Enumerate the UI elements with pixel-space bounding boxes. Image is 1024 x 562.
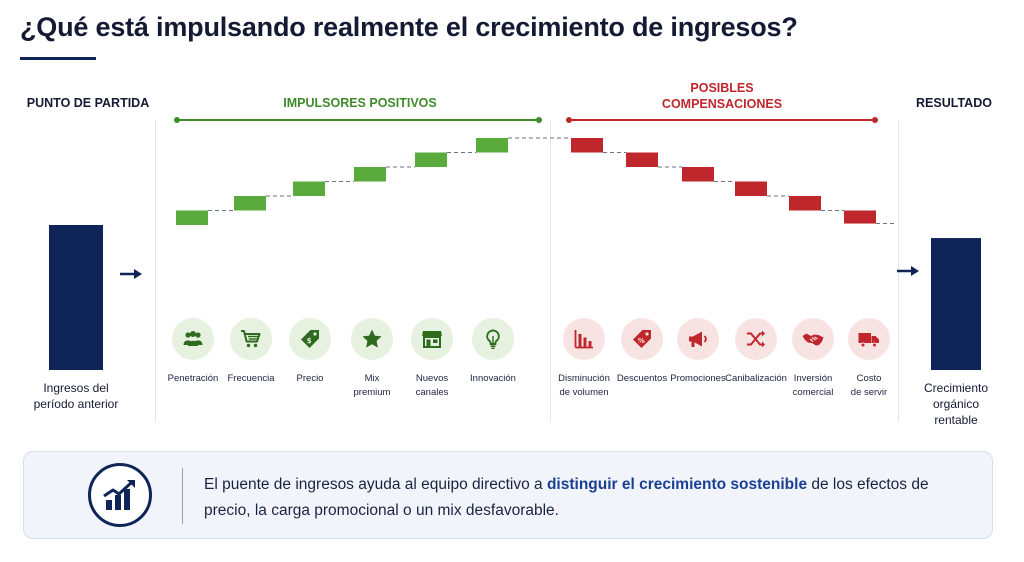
driver-label: Precio <box>296 373 324 384</box>
driver-label: Penetración <box>167 373 219 384</box>
callout-box: El puente de ingresos ayuda al equipo di… <box>23 451 993 539</box>
driver-label: Descuentos <box>616 373 668 384</box>
cart-icon <box>230 318 272 360</box>
lightbulb-icon <box>472 318 514 360</box>
driver-canibalizacion: Canibalización <box>721 318 791 386</box>
negative-step-bar <box>571 138 603 153</box>
positive-step-bar <box>354 167 386 182</box>
positive-step-bar <box>176 210 208 225</box>
start-total-bar <box>49 225 103 370</box>
callout-divider <box>182 468 183 524</box>
store-icon <box>411 318 453 360</box>
growth-chart-icon <box>88 463 152 527</box>
positive-step-bar <box>415 152 447 167</box>
driver-label: Nuevos canales <box>415 373 449 398</box>
waterfall-chart <box>49 137 981 370</box>
result-bar-label-line1: Crecimiento <box>923 381 989 395</box>
driver-label: Inversión comercial <box>792 373 834 398</box>
section-label-negative-line1: POSIBLES <box>690 81 754 95</box>
driver-precio: $ Precio <box>275 318 345 386</box>
driver-descuentos: % Descuentos <box>607 318 677 386</box>
negative-step-bar <box>735 181 767 196</box>
positive-step-bar <box>293 181 325 196</box>
callout-text: El puente de ingresos ayuda al equipo di… <box>204 472 944 524</box>
driver-innovacion: Innovación <box>458 318 528 386</box>
shuffle-icon <box>735 318 777 360</box>
truck-icon <box>848 318 890 360</box>
result-arrow-head <box>911 266 919 276</box>
svg-text:%: % <box>638 337 645 345</box>
section-label-negative: POSIBLES COMPENSACIONES <box>592 80 852 112</box>
driver-label: Frecuencia <box>227 373 275 384</box>
driver-inversion-comercial: Inversión comercial <box>778 318 848 400</box>
driver-mix-premium: Mix premium <box>337 318 407 400</box>
driver-nuevos-canales: Nuevos canales <box>397 318 467 400</box>
driver-label: Promociones <box>670 373 726 384</box>
driver-penetracion: Penetración <box>158 318 228 386</box>
callout-text-part1: El puente de ingresos ayuda al equipo di… <box>204 476 547 493</box>
start-bar-label-line2: período anterior <box>33 397 119 411</box>
result-bar-label: Crecimiento orgánico rentable <box>905 380 1007 428</box>
callout-text-part2: de los efectos de precio, la carga promo… <box>204 476 929 519</box>
driver-label: Costo de servir <box>850 373 888 398</box>
section-label-start: PUNTO DE PARTIDA <box>26 96 150 110</box>
section-label-result: RESULTADO <box>916 96 992 110</box>
driver-costo-servir: Costo de servir <box>834 318 904 400</box>
negative-bracket <box>566 117 878 123</box>
divider-start <box>155 120 156 422</box>
divider-middle <box>550 120 551 422</box>
driver-promociones: Promociones <box>663 318 733 386</box>
positive-step-bar <box>476 138 508 153</box>
result-total-bar <box>931 238 981 370</box>
result-bar-label-line3: rentable <box>934 413 978 427</box>
start-arrow-head <box>134 269 142 279</box>
result-bar-label-line2: orgánico <box>932 397 980 411</box>
section-label-negative-line2: COMPENSACIONES <box>661 97 783 111</box>
positive-bracket <box>174 117 542 123</box>
callout-text-emphasis: distinguir el crecimiento sostenible <box>546 476 808 493</box>
title-underline <box>20 57 96 60</box>
driver-label: Innovación <box>470 373 516 384</box>
driver-label: Disminución de volumen <box>558 373 610 398</box>
driver-label: Canibalización <box>725 373 787 384</box>
positive-step-bar <box>234 196 266 211</box>
svg-text:$: $ <box>307 337 312 345</box>
driver-icon-row: Penetración Frecuencia $ Precio Mix premi… <box>0 318 1024 428</box>
handshake-icon <box>792 318 834 360</box>
discount-tag-icon: % <box>621 318 663 360</box>
megaphone-icon <box>677 318 719 360</box>
driver-frecuencia: Frecuencia <box>216 318 286 386</box>
negative-step-bar <box>844 210 876 224</box>
section-label-positive: IMPULSORES POSITIVOS <box>283 96 437 110</box>
star-icon <box>351 318 393 360</box>
people-icon <box>172 318 214 360</box>
negative-step-bar <box>789 196 821 211</box>
start-bar-label-line1: Ingresos del <box>43 381 109 395</box>
start-bar-label: Ingresos del período anterior <box>20 380 132 412</box>
bar-decline-icon <box>563 318 605 360</box>
negative-step-bar <box>626 152 658 167</box>
driver-label: Mix premium <box>353 373 391 398</box>
page-title: ¿Qué está impulsando realmente el crecim… <box>20 12 798 42</box>
driver-disminucion-volumen: Disminución de volumen <box>549 318 619 400</box>
negative-step-bar <box>682 167 714 182</box>
price-tag-icon: $ <box>289 318 331 360</box>
